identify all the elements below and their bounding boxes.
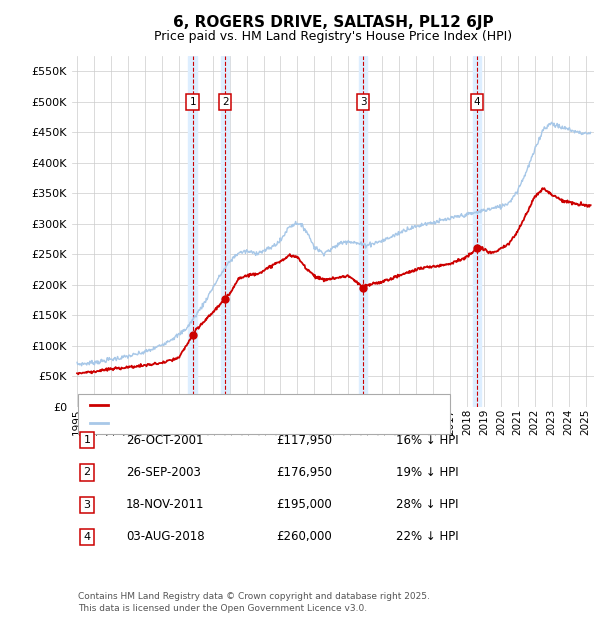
Bar [359,56,367,407]
Text: 26-SEP-2003: 26-SEP-2003 [126,466,201,479]
Text: £117,950: £117,950 [276,434,332,446]
Text: 26-OCT-2001: 26-OCT-2001 [126,434,203,446]
Text: Price paid vs. HM Land Registry's House Price Index (HPI): Price paid vs. HM Land Registry's House … [154,30,512,43]
Text: £260,000: £260,000 [276,531,332,543]
Text: 6, ROGERS DRIVE, SALTASH, PL12 6JP (detached house): 6, ROGERS DRIVE, SALTASH, PL12 6JP (deta… [111,400,422,410]
Bar [221,56,229,407]
Text: 22% ↓ HPI: 22% ↓ HPI [396,531,458,543]
Text: This data is licensed under the Open Government Licence v3.0.: This data is licensed under the Open Gov… [78,603,367,613]
Text: 1: 1 [190,97,196,107]
Text: 4: 4 [473,97,480,107]
Text: 4: 4 [83,532,91,542]
Text: 28% ↓ HPI: 28% ↓ HPI [396,498,458,511]
Text: 3: 3 [360,97,367,107]
Text: 16% ↓ HPI: 16% ↓ HPI [396,434,458,446]
Text: 1: 1 [83,435,91,445]
Text: £195,000: £195,000 [276,498,332,511]
Text: 19% ↓ HPI: 19% ↓ HPI [396,466,458,479]
Text: 2: 2 [222,97,229,107]
Text: 18-NOV-2011: 18-NOV-2011 [126,498,205,511]
Text: HPI: Average price, detached house, Cornwall: HPI: Average price, detached house, Corn… [111,418,365,428]
Text: 6, ROGERS DRIVE, SALTASH, PL12 6JP: 6, ROGERS DRIVE, SALTASH, PL12 6JP [173,16,493,30]
Text: Contains HM Land Registry data © Crown copyright and database right 2025.: Contains HM Land Registry data © Crown c… [78,592,430,601]
Text: £176,950: £176,950 [276,466,332,479]
Bar [473,56,481,407]
Text: 3: 3 [83,500,91,510]
Text: 03-AUG-2018: 03-AUG-2018 [126,531,205,543]
Text: 2: 2 [83,467,91,477]
Bar [188,56,197,407]
